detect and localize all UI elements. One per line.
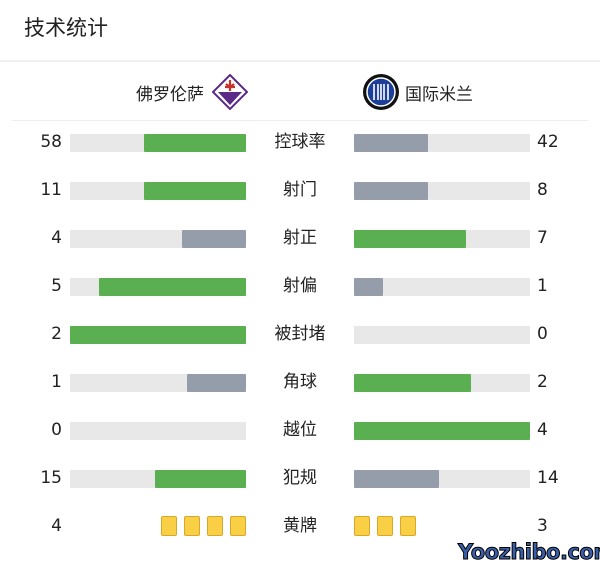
home-value: 0: [51, 420, 62, 440]
home-bar: [70, 374, 246, 392]
inter-logo-icon: [363, 74, 399, 110]
home-bar: [70, 230, 246, 248]
away-bar-fill: [354, 230, 466, 248]
away-bar-fill: [354, 278, 384, 296]
home-bar-fill: [182, 230, 246, 248]
stat-row-yellow-cards: 4 黄牌 3: [0, 516, 600, 538]
stat-row: 1 角球 2: [0, 372, 600, 394]
home-bar-fill: [187, 374, 246, 392]
stat-label: 角球: [283, 372, 317, 392]
away-value: 1: [537, 276, 548, 296]
away-bar-fill: [354, 374, 472, 392]
stat-label: 犯规: [283, 468, 317, 488]
yellow-card-icon: [377, 516, 393, 536]
home-bar-fill: [70, 326, 246, 344]
away-yellow-cards: [354, 516, 416, 536]
home-value: 4: [51, 516, 62, 536]
yellow-card-icon: [207, 516, 223, 536]
away-value: 42: [537, 132, 559, 152]
away-bar-fill: [354, 422, 530, 440]
stat-row: 11 射门 8: [0, 180, 600, 202]
away-bar: [354, 134, 530, 152]
home-bar-fill: [143, 134, 246, 152]
stat-row: 15 犯规 14: [0, 468, 600, 490]
home-bar-fill: [154, 470, 246, 488]
stat-label: 越位: [283, 420, 317, 440]
divider: [0, 60, 600, 62]
home-bar: [70, 326, 246, 344]
away-value: 14: [537, 468, 559, 488]
divider: [12, 120, 588, 121]
home-value: 4: [51, 228, 62, 248]
away-bar: [354, 374, 530, 392]
fiorentina-logo-icon: [212, 74, 248, 110]
away-bar: [354, 278, 530, 296]
home-value: 5: [51, 276, 62, 296]
away-bar: [354, 470, 530, 488]
yellow-card-icon: [230, 516, 246, 536]
away-value: 7: [537, 228, 548, 248]
away-bar: [354, 422, 530, 440]
stat-row: 0 越位 4: [0, 420, 600, 442]
home-value: 1: [51, 372, 62, 392]
away-team-name: 国际米兰: [405, 85, 473, 105]
stat-label: 被封堵: [274, 324, 326, 344]
home-bar-fill: [99, 278, 246, 296]
away-value: 0: [537, 324, 548, 344]
page-title: 技术统计: [24, 16, 108, 40]
away-bar-fill: [354, 182, 429, 200]
home-value: 15: [40, 468, 62, 488]
stat-label: 射门: [283, 180, 317, 200]
away-value: 8: [537, 180, 548, 200]
home-value: 2: [51, 324, 62, 344]
home-bar: [70, 470, 246, 488]
away-value: 4: [537, 420, 548, 440]
stat-label: 射偏: [283, 276, 317, 296]
stat-label: 黄牌: [283, 516, 317, 536]
yellow-card-icon: [400, 516, 416, 536]
watermark: Yoozhibo.com: [458, 540, 600, 564]
stat-row: 2 被封堵 0: [0, 324, 600, 346]
home-bar: [70, 182, 246, 200]
away-bar: [354, 182, 530, 200]
home-team-name: 佛罗伦萨: [136, 85, 204, 105]
yellow-card-icon: [354, 516, 370, 536]
stat-label: 射正: [283, 228, 317, 248]
away-bar: [354, 230, 530, 248]
yellow-card-icon: [161, 516, 177, 536]
yellow-card-icon: [184, 516, 200, 536]
home-bar: [70, 422, 246, 440]
away-value: 3: [537, 516, 548, 536]
away-bar: [354, 326, 530, 344]
away-bar-fill: [354, 470, 439, 488]
away-bar-fill: [354, 134, 428, 152]
stat-row: 4 射正 7: [0, 228, 600, 250]
teams-header: 佛罗伦萨 国际米兰: [0, 74, 600, 110]
stat-row: 58 控球率 42: [0, 132, 600, 154]
home-value: 58: [40, 132, 62, 152]
home-bar: [70, 134, 246, 152]
home-yellow-cards: [161, 516, 246, 536]
home-bar-fill: [144, 182, 246, 200]
stat-row: 5 射偏 1: [0, 276, 600, 298]
away-value: 2: [537, 372, 548, 392]
stat-label: 控球率: [274, 132, 326, 152]
home-value: 11: [40, 180, 62, 200]
home-bar: [70, 278, 246, 296]
